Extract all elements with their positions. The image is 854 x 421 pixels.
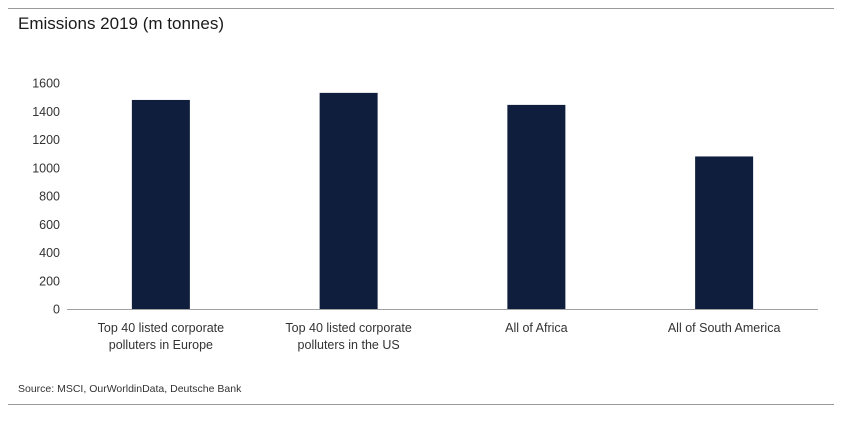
bar <box>507 104 566 309</box>
y-axis: 0 200 400 600 800 1000 1200 1400 1600 <box>32 77 60 317</box>
y-tick-label: 600 <box>39 218 60 232</box>
y-tick-label: 1200 <box>32 133 60 147</box>
x-tick-label-line: Top 40 listed corporate <box>285 321 412 335</box>
bar <box>131 99 190 309</box>
x-tick-label-line: Top 40 listed corporate <box>98 321 225 335</box>
bar <box>319 92 378 309</box>
bars-group <box>131 92 754 309</box>
y-tick-label: 1400 <box>32 105 60 119</box>
top-rule <box>8 8 834 9</box>
y-tick-label: 800 <box>39 190 60 204</box>
y-tick-label: 400 <box>39 246 60 260</box>
y-tick-label: 1000 <box>32 161 60 175</box>
y-tick-label: 1600 <box>32 77 60 91</box>
x-tick-label: Top 40 listed corporate polluters in Euro… <box>98 321 225 352</box>
x-tick-label: All of Africa <box>505 321 568 335</box>
bottom-rule <box>8 404 834 405</box>
x-tick-label: All of South America <box>668 321 781 335</box>
y-tick-label: 200 <box>39 274 60 288</box>
x-tick-label-line: All of Africa <box>505 321 568 335</box>
y-tick-label: 0 <box>53 303 60 317</box>
x-tick-label: Top 40 listed corporate polluters in the … <box>285 321 412 352</box>
source-note: Source: MSCI, OurWorldinData, Deutsche B… <box>18 383 242 395</box>
chart-title: Emissions 2019 (m tonnes) <box>18 14 224 33</box>
x-tick-label-line: polluters in the US <box>298 338 400 352</box>
x-tick-label-line: All of South America <box>668 321 781 335</box>
x-axis: Top 40 listed corporate polluters in Euro… <box>98 321 781 352</box>
x-tick-label-line: polluters in Europe <box>109 338 213 352</box>
bar <box>695 156 754 309</box>
